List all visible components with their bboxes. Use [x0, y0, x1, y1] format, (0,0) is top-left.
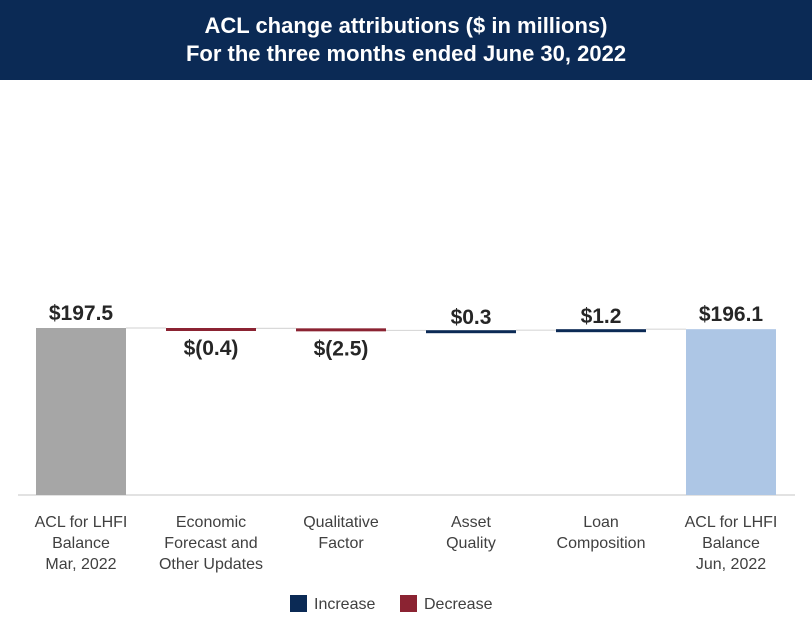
category-label: Composition [557, 535, 646, 552]
category-label: ACL for LHFI [685, 514, 778, 531]
chart-subtitle: For the three months ended June 30, 2022 [185, 41, 627, 66]
category-label: Quality [446, 535, 496, 552]
chart-header: ACL change attributions ($ in millions) … [0, 0, 812, 80]
chart-title: ACL change attributions ($ in millions) [204, 13, 608, 38]
category-label: Economic [176, 514, 246, 531]
category-label: Mar, 2022 [45, 556, 116, 573]
bar-1 [36, 328, 126, 495]
category-label: Balance [702, 535, 760, 552]
legend-swatch-decrease [400, 595, 417, 612]
category-label: Qualitative [303, 514, 379, 531]
data-label: $1.2 [581, 305, 622, 328]
category-label: Other Updates [159, 556, 263, 573]
category-label: Factor [318, 535, 364, 552]
data-label: $0.3 [451, 306, 492, 329]
data-label: $197.5 [49, 302, 114, 325]
category-label: Jun, 2022 [696, 556, 766, 573]
legend-label: Decrease [424, 596, 493, 613]
bar-3 [296, 328, 386, 332]
data-label: $(2.5) [314, 337, 369, 360]
category-label: Forecast and [164, 535, 257, 552]
category-label: Asset [451, 514, 492, 531]
legend-label: Increase [314, 596, 375, 613]
data-label: $(0.4) [184, 337, 239, 360]
data-label: $196.1 [699, 303, 764, 326]
legend-swatch-increase [290, 595, 307, 612]
bar-2 [166, 328, 256, 331]
bar-6 [686, 329, 776, 495]
category-label: Loan [583, 514, 619, 531]
category-label: ACL for LHFI [35, 514, 128, 531]
bar-5 [556, 329, 646, 333]
bar-4 [426, 330, 516, 334]
category-label: Balance [52, 535, 110, 552]
